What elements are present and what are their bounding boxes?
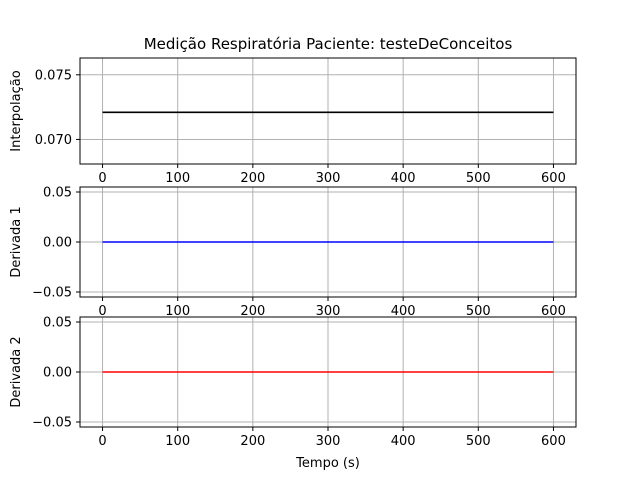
x-tick-label: 600 xyxy=(541,304,566,319)
y-tick-label: −0.05 xyxy=(32,286,72,301)
y-tick-label: 0.05 xyxy=(43,186,72,201)
x-tick-label: 500 xyxy=(466,434,491,449)
x-tick-label: 300 xyxy=(316,171,341,186)
y-tick-label: 0.00 xyxy=(43,366,72,381)
x-tick-label: 500 xyxy=(466,304,491,319)
x-tick-label: 200 xyxy=(240,171,265,186)
x-tick-label: 400 xyxy=(391,434,416,449)
x-tick-label: 100 xyxy=(165,304,190,319)
subplot-3: 0 100 200 300 400 500 600 −0.05 0.00 0.05 Derivada… xyxy=(9,316,577,471)
subplots: 0 100 200 300 400 500 600 0.070 0.075 Interpolaçã… xyxy=(9,57,577,471)
x-tick-label: 300 xyxy=(316,434,341,449)
x-tick-label: 100 xyxy=(165,171,190,186)
x-tick-label: 600 xyxy=(541,434,566,449)
y-axis-label: Derivada 2 xyxy=(9,336,24,407)
y-tick-label: 0.075 xyxy=(35,68,72,83)
x-tick-label: 0 xyxy=(98,434,106,449)
subplot-1: 0 100 200 300 400 500 600 0.070 0.075 Interpolaçã… xyxy=(9,57,577,186)
y-tick-label: −0.05 xyxy=(32,416,72,431)
y-tick-label: 0.070 xyxy=(35,133,72,148)
x-tick-label: 400 xyxy=(391,304,416,319)
subplot-2: 0 100 200 300 400 500 600 −0.05 0.00 0.05 Derivada… xyxy=(9,186,577,319)
x-tick-label: 600 xyxy=(541,171,566,186)
x-axis-label: Tempo (s) xyxy=(295,456,360,471)
x-tick-label: 500 xyxy=(466,171,491,186)
x-tick-label: 400 xyxy=(391,171,416,186)
y-axis-label: Interpolação xyxy=(9,70,24,151)
x-tick-label: 0 xyxy=(98,304,106,319)
x-tick-label: 300 xyxy=(316,304,341,319)
x-tick-label: 0 xyxy=(98,171,106,186)
x-tick-label: 100 xyxy=(165,434,190,449)
chart-title: Medição Respiratória Paciente: testeDeCo… xyxy=(144,35,513,53)
y-axis-label: Derivada 1 xyxy=(9,206,24,277)
y-tick-label: 0.05 xyxy=(43,316,72,331)
x-tick-label: 200 xyxy=(240,434,265,449)
y-tick-label: 0.00 xyxy=(43,236,72,251)
x-tick-label: 200 xyxy=(240,304,265,319)
